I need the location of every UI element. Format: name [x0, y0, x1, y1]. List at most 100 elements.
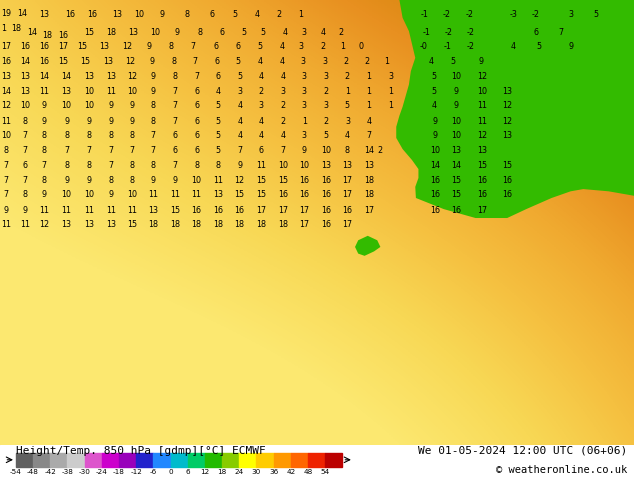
- Text: 15: 15: [235, 191, 245, 199]
- Text: 4: 4: [511, 42, 516, 51]
- Text: 18: 18: [217, 469, 227, 475]
- Text: 7: 7: [4, 161, 9, 170]
- Text: 3: 3: [259, 101, 264, 110]
- Text: 15: 15: [170, 205, 180, 215]
- Text: 4: 4: [366, 117, 372, 125]
- Text: 7: 7: [108, 146, 113, 155]
- Text: 16: 16: [65, 10, 75, 19]
- Text: 14: 14: [39, 72, 49, 81]
- Text: 18: 18: [42, 31, 53, 40]
- Bar: [33, 453, 50, 466]
- Text: 15: 15: [451, 191, 462, 199]
- Text: 6: 6: [213, 42, 218, 51]
- Text: 13: 13: [106, 72, 116, 81]
- Text: 9: 9: [454, 101, 459, 110]
- Text: 1: 1: [340, 42, 345, 51]
- Text: -54: -54: [10, 469, 22, 475]
- Text: 8: 8: [172, 72, 178, 81]
- Text: 13: 13: [103, 57, 113, 66]
- Text: 16: 16: [502, 191, 512, 199]
- Text: 3: 3: [568, 10, 573, 19]
- Text: 7: 7: [172, 117, 178, 125]
- Text: 1: 1: [299, 10, 304, 19]
- Text: 6: 6: [194, 146, 199, 155]
- Text: 9: 9: [151, 87, 156, 96]
- Bar: [188, 453, 205, 466]
- Text: 18: 18: [148, 220, 158, 229]
- Text: 3: 3: [322, 57, 327, 66]
- Bar: [222, 453, 239, 466]
- Bar: [291, 453, 308, 466]
- Text: 9: 9: [42, 191, 47, 199]
- Text: 9: 9: [42, 101, 47, 110]
- Text: 15: 15: [81, 57, 91, 66]
- Text: 7: 7: [191, 42, 196, 51]
- Text: 8: 8: [129, 131, 134, 140]
- Text: 11: 11: [191, 191, 202, 199]
- Text: 8: 8: [23, 191, 28, 199]
- Text: 1: 1: [384, 57, 389, 66]
- Text: 12: 12: [122, 42, 132, 51]
- Text: 15: 15: [58, 57, 68, 66]
- Text: 54: 54: [321, 469, 330, 475]
- Text: 6: 6: [210, 10, 215, 19]
- Text: 9: 9: [146, 42, 152, 51]
- Text: 1: 1: [366, 72, 372, 81]
- Text: 2: 2: [321, 42, 326, 51]
- Text: 13: 13: [502, 131, 512, 140]
- Bar: [16, 453, 33, 466]
- Text: 7: 7: [237, 146, 242, 155]
- Text: 1: 1: [366, 101, 372, 110]
- Text: 2: 2: [378, 146, 383, 155]
- Text: 11: 11: [170, 191, 180, 199]
- Text: -0: -0: [420, 42, 427, 51]
- Text: 5: 5: [257, 42, 262, 51]
- Text: 11: 11: [213, 176, 223, 185]
- Text: -1: -1: [444, 42, 451, 51]
- Text: 13: 13: [128, 27, 138, 37]
- Text: 9: 9: [129, 101, 134, 110]
- Text: -2: -2: [443, 10, 451, 19]
- Text: 18: 18: [278, 220, 288, 229]
- Text: 16: 16: [477, 191, 487, 199]
- Text: -24: -24: [96, 469, 108, 475]
- Text: 6: 6: [219, 27, 224, 37]
- Text: 9: 9: [432, 131, 437, 140]
- Text: 15: 15: [451, 176, 462, 185]
- Text: 7: 7: [129, 146, 134, 155]
- Text: 8: 8: [169, 42, 174, 51]
- Text: 6: 6: [185, 469, 190, 475]
- Text: 13: 13: [342, 161, 353, 170]
- Text: 8: 8: [4, 146, 9, 155]
- Text: 7: 7: [4, 176, 9, 185]
- Text: -2: -2: [467, 27, 474, 37]
- Text: 16: 16: [235, 205, 245, 215]
- Text: 10: 10: [430, 146, 440, 155]
- Text: 9: 9: [159, 10, 164, 19]
- Text: 15: 15: [502, 161, 512, 170]
- Text: 8: 8: [23, 117, 28, 125]
- Text: 7: 7: [172, 87, 178, 96]
- Text: 16: 16: [58, 31, 68, 40]
- Text: 12: 12: [502, 117, 512, 125]
- Text: 42: 42: [286, 469, 295, 475]
- Text: 16: 16: [430, 205, 440, 215]
- Text: 13: 13: [112, 10, 122, 19]
- Text: 16: 16: [342, 205, 353, 215]
- Text: 15: 15: [278, 176, 288, 185]
- Text: 13: 13: [451, 146, 462, 155]
- Text: 9: 9: [42, 117, 47, 125]
- Text: 18: 18: [235, 220, 245, 229]
- Bar: [153, 453, 171, 466]
- Text: 10: 10: [61, 101, 72, 110]
- Bar: [205, 453, 222, 466]
- Text: 11: 11: [256, 161, 266, 170]
- Text: 10: 10: [451, 117, 462, 125]
- Bar: [171, 453, 188, 466]
- Text: -6: -6: [150, 469, 157, 475]
- Text: -48: -48: [27, 469, 39, 475]
- Text: 6: 6: [194, 131, 199, 140]
- Text: 11: 11: [1, 220, 11, 229]
- Text: 15: 15: [256, 191, 266, 199]
- Text: 9: 9: [23, 205, 28, 215]
